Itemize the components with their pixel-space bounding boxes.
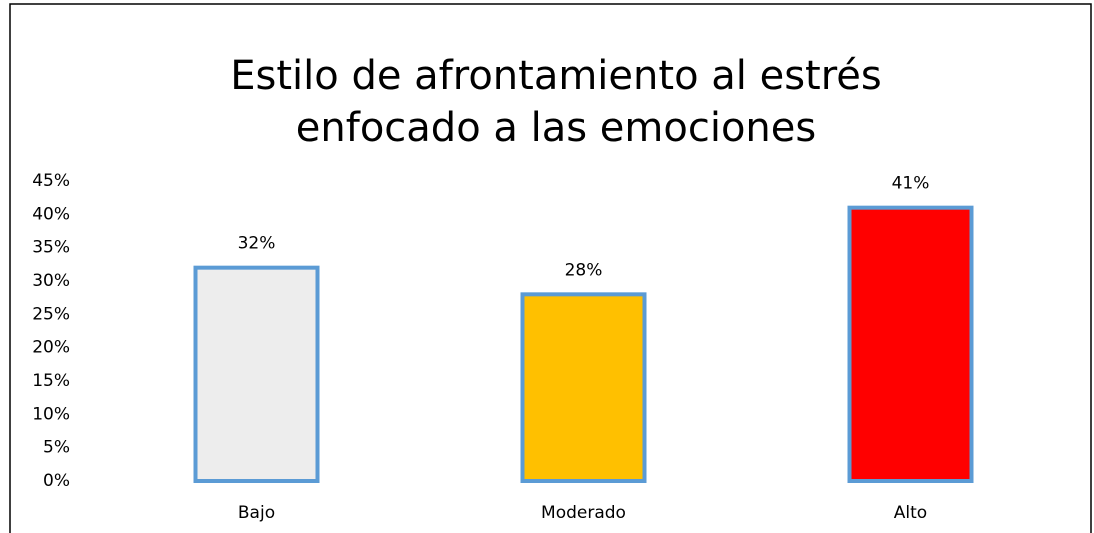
x-tick-label: Alto <box>894 503 927 523</box>
y-tick-label: 35% <box>32 238 70 258</box>
data-label: 28% <box>565 260 603 280</box>
y-tick-label: 10% <box>32 404 70 424</box>
bar <box>520 292 647 484</box>
bar <box>193 265 320 483</box>
x-tick-label: Bajo <box>238 503 275 523</box>
y-tick-label: 30% <box>32 271 70 291</box>
y-tick-label: 0% <box>43 471 70 491</box>
x-tick-label: Moderado <box>541 503 626 523</box>
y-tick-label: 25% <box>32 304 70 324</box>
y-tick-label: 45% <box>32 171 70 191</box>
y-tick-label: 40% <box>32 204 70 224</box>
chart-title: enfocado a las emociones <box>296 105 816 151</box>
chart-title: Estilo de afrontamiento al estrés <box>230 53 882 99</box>
bar <box>847 205 974 484</box>
y-tick-label: 5% <box>43 438 70 458</box>
y-tick-label: 15% <box>32 371 70 391</box>
data-label: 32% <box>238 234 276 254</box>
y-tick-label: 20% <box>32 338 70 358</box>
data-label: 41% <box>892 174 930 194</box>
